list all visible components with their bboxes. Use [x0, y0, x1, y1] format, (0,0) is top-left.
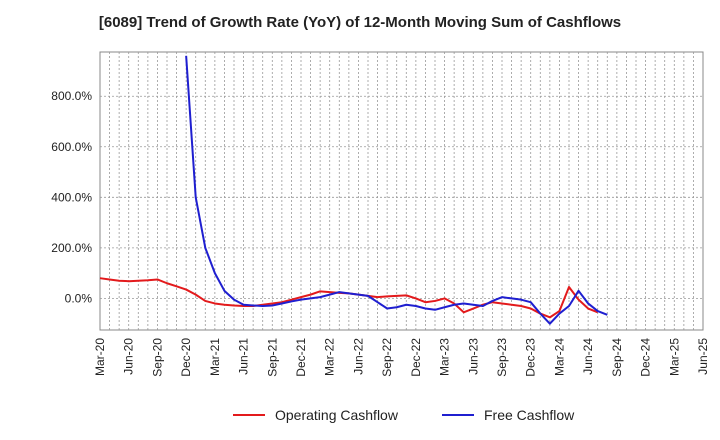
x-tick-label: Dec-24	[639, 338, 653, 377]
series-line-free-cashflow	[185, 55, 608, 325]
x-tick-label: Jun-25	[696, 338, 710, 375]
x-tick-label: Sep-24	[610, 338, 624, 377]
x-tick-label: Dec-22	[409, 338, 423, 377]
x-tick-label: Mar-21	[208, 338, 222, 376]
x-tick-label: Mar-24	[552, 338, 566, 376]
y-axis-ticks: 0.0% 200.0% 400.0% 600.0% 800.0%	[51, 89, 92, 305]
x-tick-label: Dec-23	[524, 338, 538, 377]
x-tick-label: Jun-20	[122, 338, 136, 375]
y-tick-label: 400.0%	[51, 190, 92, 204]
x-tick-label: Jun-22	[351, 338, 365, 375]
plot-area	[99, 51, 704, 331]
x-tick-label: Mar-22	[323, 338, 337, 376]
x-tick-label: Mar-25	[667, 338, 681, 376]
y-tick-label: 600.0%	[51, 140, 92, 154]
x-tick-label: Mar-20	[93, 338, 107, 376]
x-tick-label: Sep-20	[150, 338, 164, 377]
legend-label: Free Cashflow	[484, 407, 575, 423]
legend: Operating Cashflow Free Cashflow	[233, 407, 575, 423]
series-lines	[99, 55, 608, 325]
x-tick-label: Sep-23	[495, 338, 509, 377]
x-tick-label: Mar-23	[438, 338, 452, 376]
x-tick-label: Sep-21	[265, 338, 279, 377]
y-tick-label: 200.0%	[51, 241, 92, 255]
y-tick-label: 800.0%	[51, 89, 92, 103]
x-tick-label: Dec-21	[294, 338, 308, 377]
x-tick-label: Jun-23	[466, 338, 480, 375]
x-tick-label: Dec-20	[179, 338, 193, 377]
y-tick-label: 0.0%	[65, 291, 93, 305]
x-tick-label: Sep-22	[380, 338, 394, 377]
legend-label: Operating Cashflow	[275, 407, 399, 423]
x-tick-label: Jun-21	[237, 338, 251, 375]
chart-title: [6089] Trend of Growth Rate (YoY) of 12-…	[98, 14, 622, 31]
x-tick-label: Jun-24	[581, 338, 595, 375]
x-axis-ticks: Mar-20 Jun-20 Sep-20 Dec-20 Mar-21 Jun-21 Sep-…	[93, 338, 710, 377]
